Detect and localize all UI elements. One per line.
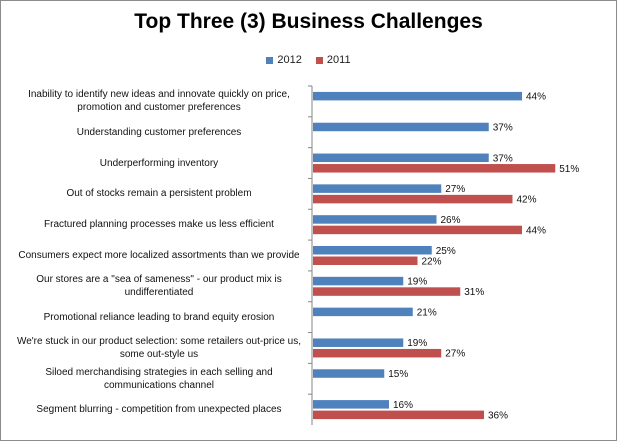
data-label-2012: 25% — [436, 246, 456, 257]
bar-2012 — [313, 276, 404, 286]
data-label-2011: 27% — [445, 349, 465, 360]
category-label: We're stuck in our product selection: so… — [16, 335, 302, 360]
legend-label-2011: 2011 — [326, 54, 351, 66]
bar-2011 — [313, 225, 522, 235]
data-label-2012: 21% — [417, 307, 437, 318]
category-label: Fractured planning processes make us les… — [44, 219, 274, 231]
category-label: Consumers expect more localized assortme… — [18, 250, 300, 261]
category-label: Out of stocks remain a persistent proble… — [66, 188, 252, 200]
legend-swatch-2012 — [266, 56, 274, 64]
category-label: Promotional reliance leading to brand eq… — [43, 311, 275, 323]
bar-2012 — [313, 400, 389, 409]
bar-2012 — [313, 184, 442, 193]
category-label: Understanding customer preferences — [76, 126, 242, 138]
data-label-2011: 51% — [559, 164, 579, 175]
legend-item-2012: 2012 — [266, 54, 302, 66]
bar-2012 — [313, 338, 404, 347]
data-label-2011: 44% — [526, 225, 546, 236]
bar-2011 — [313, 287, 461, 296]
bar-2011 — [313, 256, 418, 265]
bar-2012 — [313, 91, 522, 101]
data-label-2012: 37% — [493, 122, 513, 133]
category-label: Underperforming inventory — [99, 157, 219, 169]
data-label-2012: 37% — [493, 153, 513, 164]
chart-legend: 2012 2011 — [0, 54, 617, 66]
data-label-2011: 36% — [488, 410, 508, 421]
category-label: Inability to identify new ideas and inno… — [28, 89, 290, 114]
category-label: Siloed merchandising strategies in each … — [45, 366, 273, 391]
bar-2012 — [313, 246, 432, 255]
legend-label-2012: 2012 — [277, 54, 302, 66]
bar-2011 — [313, 164, 556, 173]
category-label: Our stores are a "sea of sameness" - our… — [36, 274, 282, 299]
bar-2012 — [313, 153, 489, 163]
data-label-2012: 44% — [526, 92, 546, 103]
bar-2012 — [313, 215, 437, 224]
bar-2011 — [313, 194, 513, 204]
category-label: Segment blurring - competition from unex… — [36, 404, 282, 416]
data-label-2011: 42% — [517, 195, 537, 206]
data-label-2011: 22% — [422, 256, 442, 267]
data-label-2012: 15% — [388, 369, 408, 380]
bar-2011 — [313, 348, 442, 358]
bar-2012 — [313, 307, 413, 317]
chart-title: Top Three (3) Business Challenges — [134, 10, 483, 33]
data-label-2012: 27% — [445, 184, 465, 195]
bar-2011 — [313, 410, 484, 420]
data-label-2012: 19% — [407, 338, 427, 349]
data-label-2012: 26% — [441, 215, 461, 226]
bar-2012 — [313, 369, 385, 378]
legend-swatch-2011 — [315, 56, 323, 64]
bar-2012 — [313, 122, 489, 132]
data-label-2012: 19% — [407, 277, 427, 288]
data-label-2012: 16% — [393, 400, 413, 411]
legend-item-2011: 2011 — [315, 54, 351, 66]
data-label-2011: 31% — [464, 287, 484, 298]
